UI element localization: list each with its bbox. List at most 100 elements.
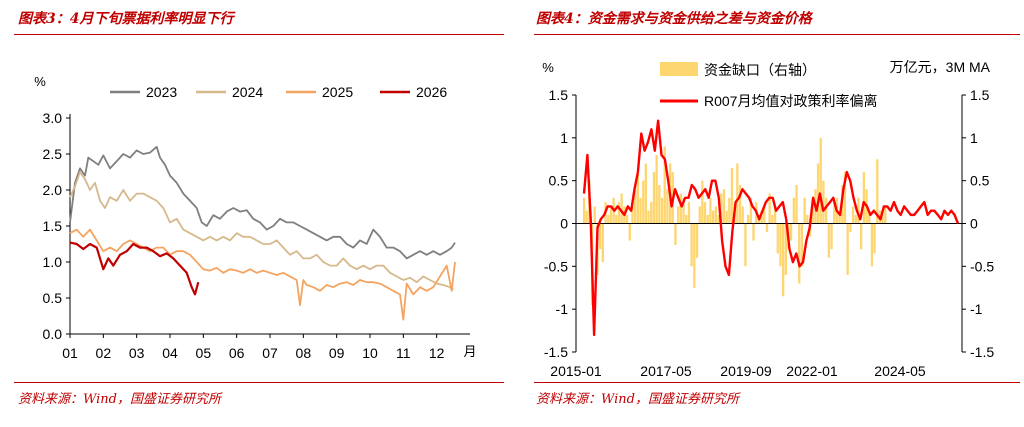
gap-bar <box>849 223 852 233</box>
gap-bar <box>644 163 647 224</box>
series-line-2026 <box>69 241 200 296</box>
gap-bar <box>846 223 849 275</box>
gap-bar <box>701 180 704 224</box>
gap-bar <box>857 197 860 224</box>
gap-bar <box>609 206 613 224</box>
left-y-tick-label: -1 <box>556 301 569 317</box>
left-y-tick-label: 1.5 <box>549 87 569 103</box>
y-tick-label: 2.5 <box>43 146 63 162</box>
gap-bar <box>658 185 661 224</box>
right-y-tick-label: 1 <box>970 130 978 146</box>
gap-bar <box>747 214 750 224</box>
gap-bar <box>685 214 688 224</box>
gap-bar <box>634 189 637 224</box>
gap-bar <box>782 223 785 297</box>
gap-bar <box>660 197 664 224</box>
legend-label-gap-bar: 资金缺口（右轴） <box>704 62 816 78</box>
chart-source: 资料来源：Wind，国盛证券研究所 <box>18 392 221 407</box>
gap-bar <box>873 223 876 254</box>
gap-bar <box>870 223 874 267</box>
gap-bar <box>593 206 596 224</box>
gap-bar <box>655 155 658 224</box>
gap-bar <box>833 202 836 224</box>
gap-bar <box>881 214 884 224</box>
gap-bar <box>728 197 731 224</box>
series-line-2025 <box>69 228 456 321</box>
gap-bar <box>779 223 782 267</box>
left-axis-unit: % <box>542 60 554 75</box>
right-y-tick-label: 0 <box>970 216 978 232</box>
left-y-tick-label: -1.5 <box>544 344 568 360</box>
x-tick-label: 02 <box>96 345 112 361</box>
x-tick-label: 2022-01 <box>786 363 838 379</box>
gap-bar <box>830 223 833 250</box>
gap-bar <box>806 214 809 224</box>
gap-bar <box>687 202 691 224</box>
gap-bar <box>738 185 742 224</box>
gap-bar <box>674 223 677 245</box>
x-tick-label: 2019-09 <box>720 363 772 379</box>
gap-bar <box>620 193 623 224</box>
gap-bar <box>744 223 747 267</box>
caption-rule <box>14 34 504 35</box>
gap-bar <box>884 206 887 224</box>
gap-bar <box>819 137 822 224</box>
chart-source: 资料来源：Wind，国盛证券研究所 <box>536 392 739 407</box>
gap-bar <box>642 180 645 224</box>
x-tick-label: 06 <box>229 345 245 361</box>
chart-caption: 图表4：资金需求与资金供给之差与资金价格 <box>536 11 812 27</box>
gap-bar <box>868 210 871 224</box>
gap-bar <box>843 172 847 224</box>
left-y-tick-label: 0 <box>560 216 568 232</box>
gap-bar <box>771 214 774 224</box>
gap-bar <box>736 163 739 224</box>
x-axis-unit: 月 <box>463 344 476 359</box>
gap-bar <box>615 214 618 224</box>
gap-bar <box>601 223 604 263</box>
gap-bar <box>720 193 723 224</box>
gap-bar <box>717 214 720 224</box>
gap-bar <box>851 206 855 224</box>
gap-bar <box>784 223 787 275</box>
gap-bar <box>798 223 801 284</box>
gap-bar <box>599 223 602 250</box>
gap-bar <box>795 185 798 224</box>
gap-bar <box>607 214 610 224</box>
gap-bar <box>827 223 830 258</box>
gap-bar <box>800 223 804 267</box>
x-tick-label: 03 <box>129 345 145 361</box>
gap-bar <box>714 206 717 224</box>
bar-line-chart: -1.5 -1.5 -1 -1 -0.5 -0.5 0 0 0.5 0.5 1 1 1.5 1.5% 万亿元… <box>542 59 994 379</box>
gap-bar <box>695 223 699 258</box>
gap-bar <box>650 202 653 224</box>
gap-bar <box>730 167 734 224</box>
gap-bar <box>679 193 682 224</box>
gap-bar <box>816 163 820 224</box>
gap-bar <box>803 197 806 224</box>
gap-bar <box>712 210 715 224</box>
right-y-tick-label: -0.5 <box>970 258 994 274</box>
gap-bar <box>822 180 825 224</box>
x-tick-label: 10 <box>362 345 378 361</box>
gap-bar <box>792 197 795 224</box>
line-chart: % 0.0 0.5 1.0 1.5 2.0 2.5 3.0 01 02 03 04 05 06 07 08 09… <box>34 74 476 361</box>
gap-bar <box>741 206 744 224</box>
legend-label-2026: 2026 <box>416 84 447 100</box>
x-tick-label: 04 <box>162 345 178 361</box>
gap-bar <box>582 197 586 224</box>
x-tick-label: 01 <box>62 345 78 361</box>
left-chart-panel: 图表3：4月下旬票据利率明显下行 % 0.0 0.5 1.0 1.5 2.0 2.5 3.0 0… <box>0 0 508 427</box>
gap-bar <box>765 223 769 233</box>
x-tick-label: 2017-05 <box>640 363 692 379</box>
y-axis-unit: % <box>34 74 46 89</box>
gap-bar <box>709 197 712 224</box>
gap-bar <box>790 223 793 241</box>
source-rule <box>534 382 1020 383</box>
gap-bar <box>760 210 763 224</box>
chart-caption: 图表3：4月下旬票据利率明显下行 <box>18 11 234 27</box>
y-tick-label: 1.0 <box>43 254 63 270</box>
gap-bar <box>763 206 766 224</box>
gap-bar <box>703 202 707 224</box>
gap-bar <box>647 210 650 224</box>
y-tick-label: 0.0 <box>43 326 63 342</box>
